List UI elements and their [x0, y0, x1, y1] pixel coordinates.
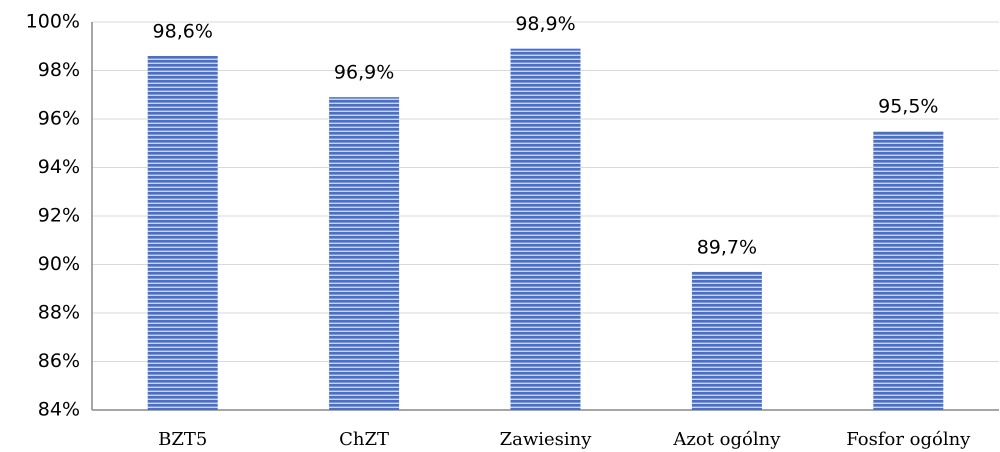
y-tick-label: 86%: [38, 350, 80, 372]
value-label: 98,9%: [515, 13, 575, 35]
bar: [873, 131, 944, 410]
bar: [691, 271, 762, 410]
y-tick-label: 88%: [38, 302, 80, 324]
x-tick-label: ChZT: [339, 429, 389, 450]
value-label: 98,6%: [153, 20, 213, 42]
y-tick-label: 90%: [38, 253, 80, 275]
y-tick-label: 94%: [38, 156, 80, 178]
x-tick-label: BZT5: [158, 429, 207, 450]
value-label: 89,7%: [697, 236, 757, 258]
y-tick-label: 98%: [38, 59, 80, 81]
bar: [329, 97, 400, 411]
value-label: 95,5%: [878, 96, 938, 118]
y-tick-label: 100%: [26, 11, 80, 33]
y-tick-label: 96%: [38, 108, 80, 130]
x-tick-label: Zawiesiny: [500, 429, 593, 450]
bar: [147, 55, 218, 410]
bar: [510, 48, 581, 411]
y-tick-label: 92%: [38, 205, 80, 227]
value-label: 96,9%: [334, 62, 394, 84]
y-tick-label: 84%: [38, 399, 80, 421]
x-tick-label: Fosfor ogólny: [846, 429, 971, 450]
x-tick-label: Azot ogólny: [672, 429, 781, 450]
